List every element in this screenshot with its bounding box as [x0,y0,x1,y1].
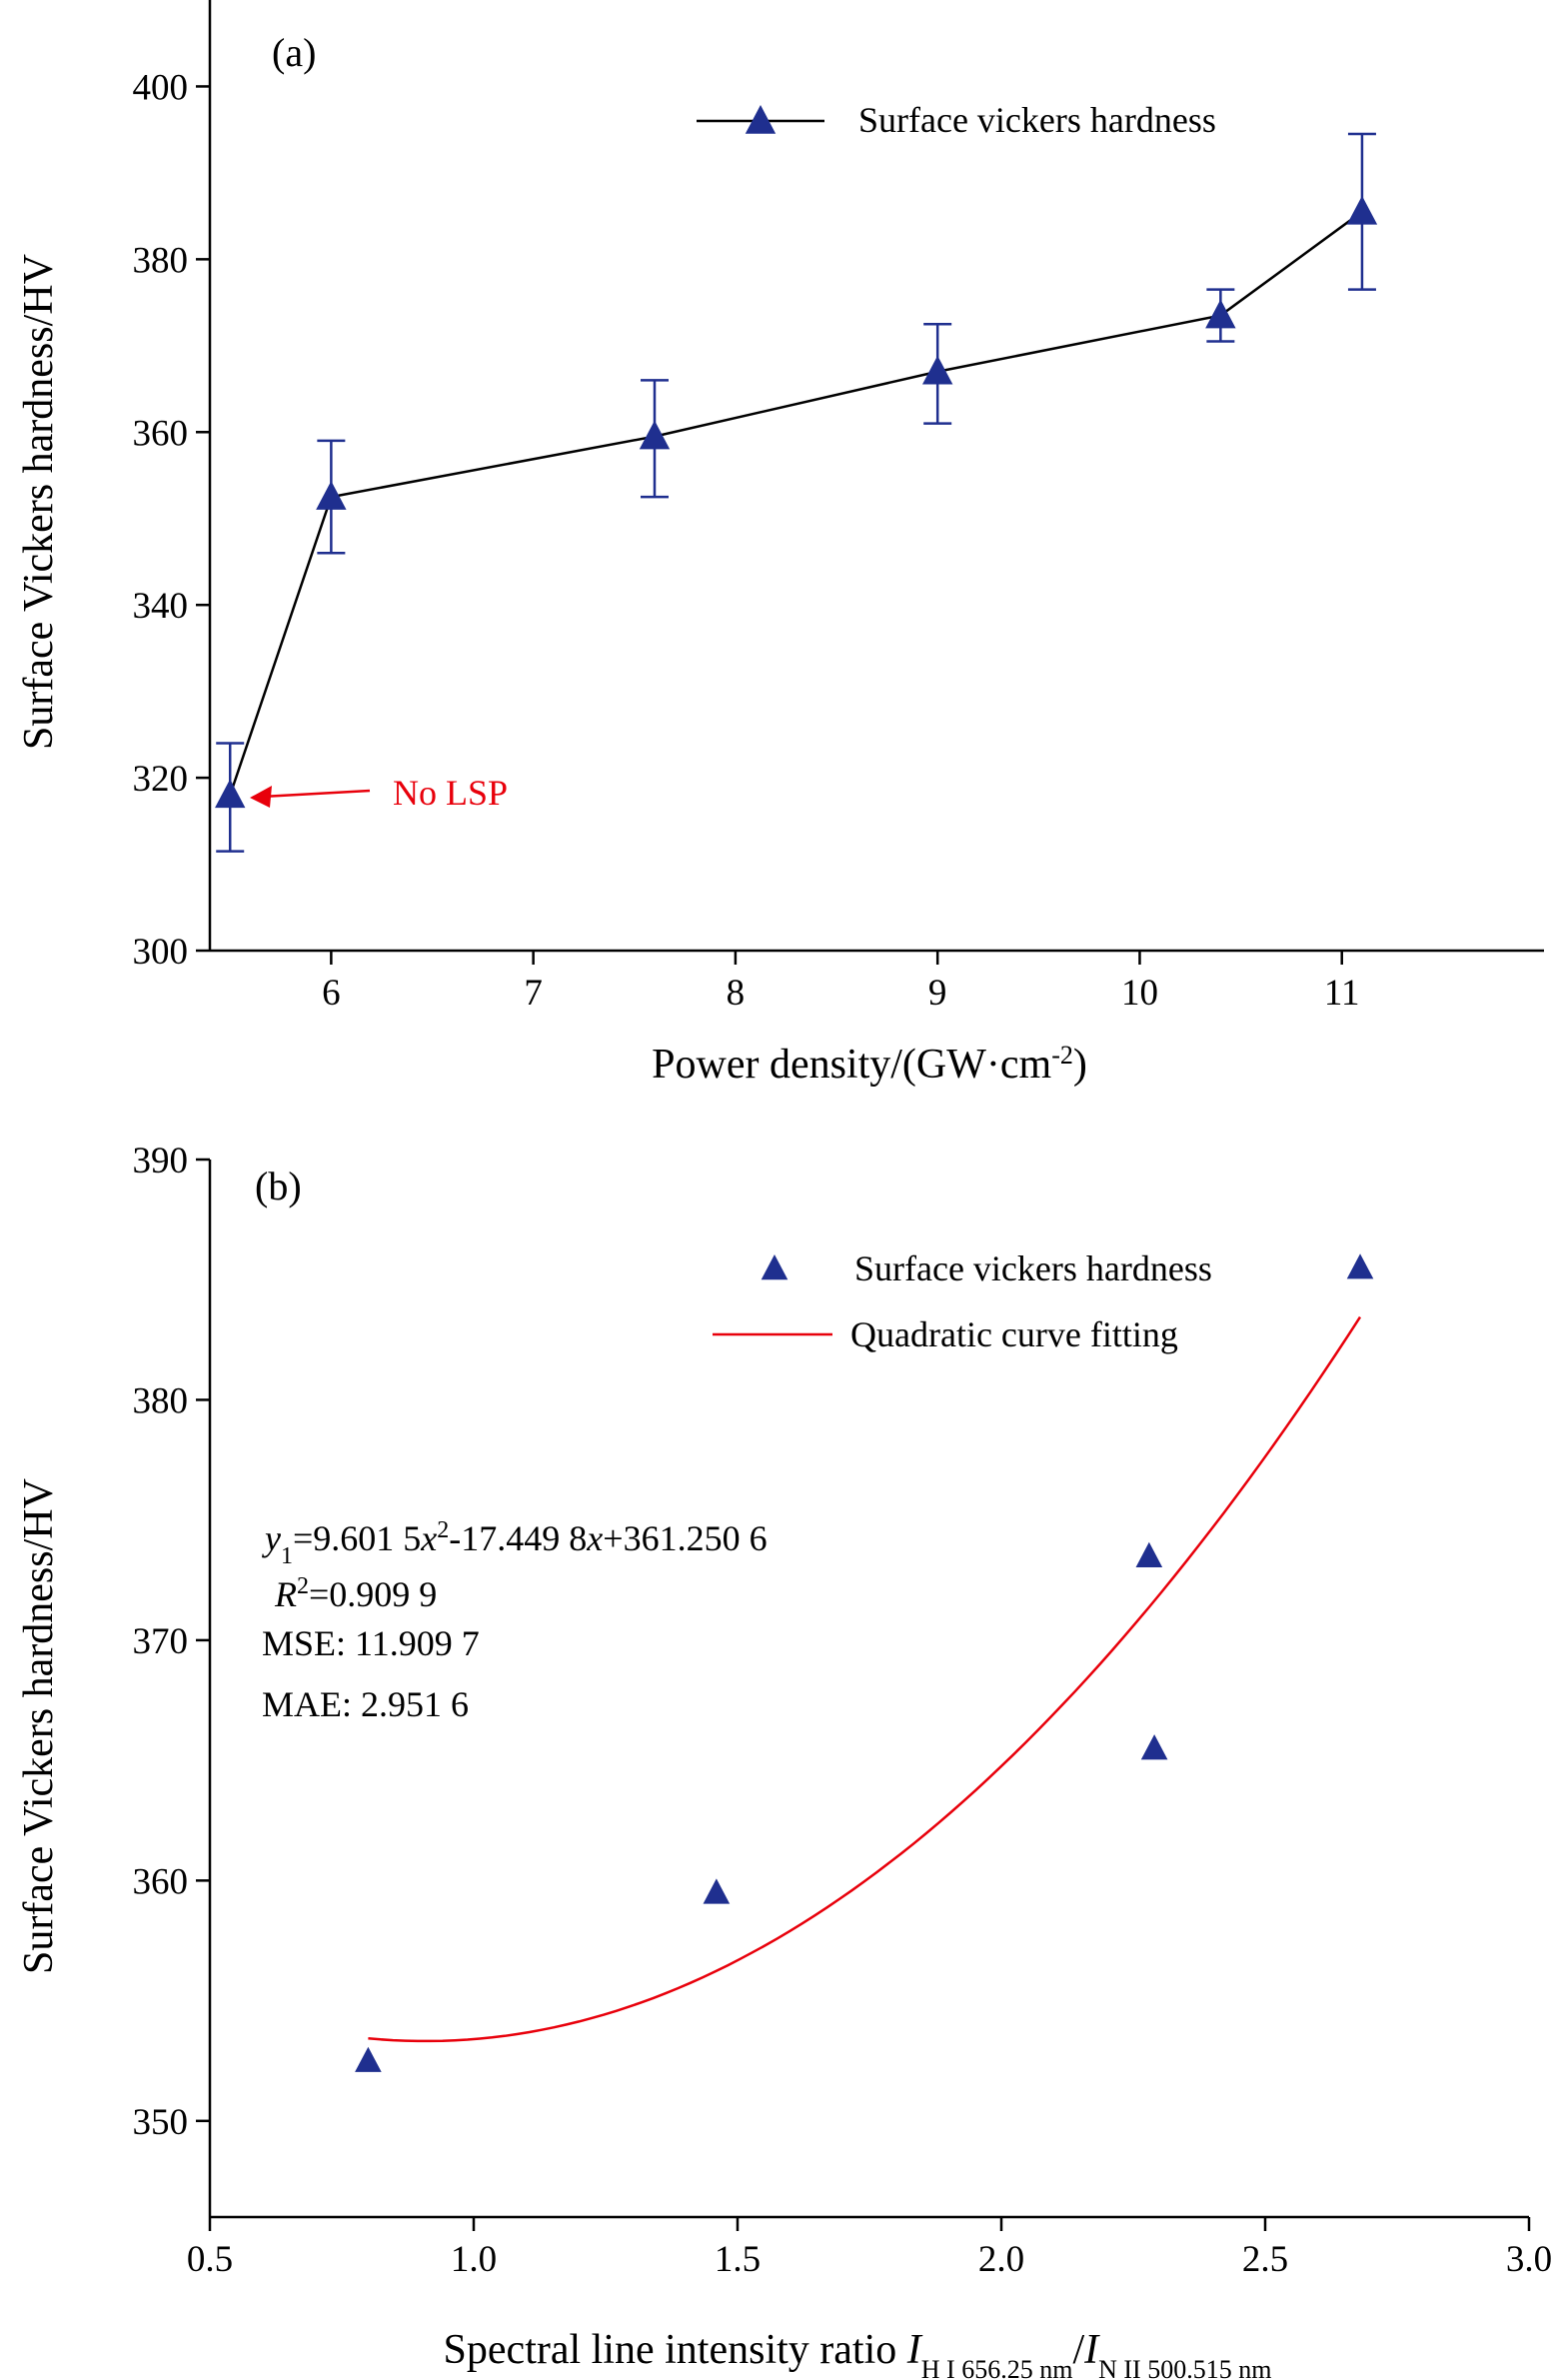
panel-a-x-tick-label: 6 [322,973,341,1014]
data-point-marker [639,420,671,450]
panel-b-x-tick-label: 2.0 [978,2239,1024,2280]
panel-a-x-tick-label: 10 [1121,973,1158,1014]
no-lsp-annotation: No LSP [250,773,508,813]
data-point-marker [921,355,953,385]
scatter-point-marker [703,1878,731,1904]
panel-a-ticks: 6 7 8 9 10 11 300 320 340 360 380 400 [133,67,1360,1014]
panel-a-y-tick-label: 380 [133,240,189,281]
panel-b-markers [355,1253,1374,2072]
panel-a-series-line [229,210,1363,796]
panel-a-line-chart: 6 7 8 9 10 11 300 320 340 360 380 400 (a) Surface v… [16,0,1544,1088]
panel-b-y-tick-label: 390 [133,1141,189,1182]
panel-a-legend-marker [745,105,777,134]
data-point-marker [215,779,246,809]
fit-equation: y1=9.601 5x2-17.449 8x+361.250 6 [262,1517,768,1569]
panel-b-x-axis-label: Spectral line intensity ratio IH I 656.2… [444,2327,1272,2380]
panel-b-y-axis-label: Surface Vickers hardness/HV [16,1478,62,1974]
data-point-marker [316,481,347,510]
scatter-point-marker [1140,1734,1168,1760]
panel-b-x-tick-label: 1.0 [451,2239,497,2280]
panel-a-y-tick-label: 360 [133,413,189,454]
no-lsp-label: No LSP [393,773,508,813]
panel-b-legend-fit-label: Quadratic curve fitting [850,1314,1178,1354]
panel-a-x-tick-label: 7 [524,973,543,1014]
no-lsp-arrow-shaft [261,789,371,799]
panel-b-y-tick-label: 380 [133,1380,189,1421]
panel-a-markers [215,195,1378,809]
fit-mae: MAE: 2.951 6 [262,1684,469,1724]
panel-b-legend-scatter-label: Surface vickers hardness [854,1248,1212,1288]
panel-b-x-tick-label: 2.5 [1242,2239,1288,2280]
panel-b-x-tick-label: 0.5 [187,2239,233,2280]
data-point-marker [1205,299,1236,329]
panel-b-legend-marker [761,1254,788,1280]
panel-b-y-tick-label: 350 [133,2102,189,2143]
panel-b-ticks: 0.5 1.0 1.5 2.0 2.5 3.0 350 360 370 380 390 [133,1141,1553,2280]
panel-b-x-tick-label: 3.0 [1506,2239,1552,2280]
panel-a-y-tick-label: 400 [133,67,189,108]
scatter-point-marker [1346,1253,1374,1279]
panel-b-y-tick-label: 360 [133,1861,189,1902]
no-lsp-arrow-head [250,786,272,808]
panel-a-x-axis-label: Power density/(GW·cm-2) [652,1041,1087,1089]
panel-a-x-tick-label: 8 [727,973,746,1014]
panel-a-x-tick-label: 9 [928,973,947,1014]
panel-a-axes [208,0,1544,953]
panel-b-legend: Surface vickers hardness Quadratic curve… [713,1248,1212,1354]
scatter-point-marker [355,2046,382,2072]
panel-b-scatter-chart: 0.5 1.0 1.5 2.0 2.5 3.0 350 360 370 380 390 (b) Su… [16,1141,1552,2380]
panel-b-fit-curve [368,1315,1362,2043]
panel-a-y-axis-label: Surface Vickers hardness/HV [16,254,62,750]
panel-a-legend-label: Surface vickers hardness [858,100,1216,140]
panel-b-y-tick-label: 370 [133,1621,189,1662]
panel-a-y-tick-label: 320 [133,759,189,800]
scatter-point-marker [1135,1541,1163,1567]
panel-a-label: (a) [272,30,316,75]
panel-a-legend: Surface vickers hardness [697,100,1216,140]
fit-r-squared: R2=0.909 9 [274,1573,437,1614]
panel-b-label: (b) [255,1164,302,1208]
panel-a-y-tick-label: 300 [133,932,189,973]
panel-a-y-tick-label: 340 [133,586,189,627]
fit-mse: MSE: 11.909 7 [262,1623,480,1663]
data-point-marker [1346,195,1378,225]
panel-b-x-tick-label: 1.5 [715,2239,761,2280]
panel-a-x-tick-label: 11 [1324,973,1360,1014]
